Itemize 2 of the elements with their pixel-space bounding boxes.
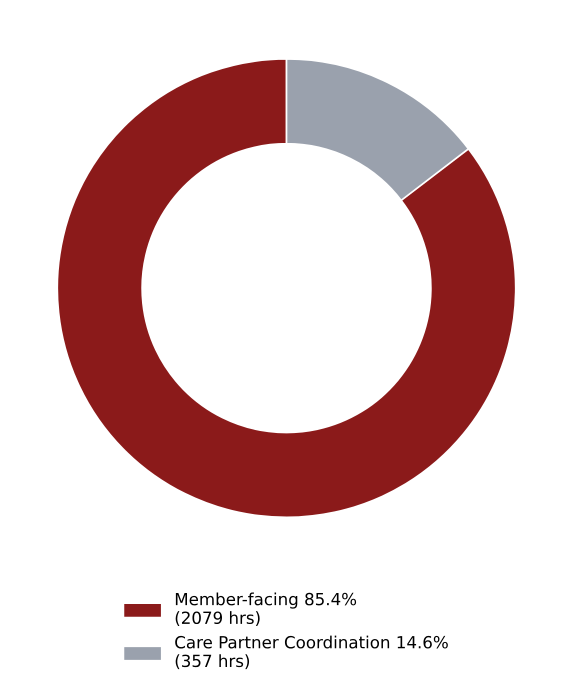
legend-label: Member-facing 85.4% (2079 hrs) bbox=[176, 592, 356, 626]
legend-label: Care Partner Coordination 14.6% (357 hrs) bbox=[175, 636, 448, 670]
